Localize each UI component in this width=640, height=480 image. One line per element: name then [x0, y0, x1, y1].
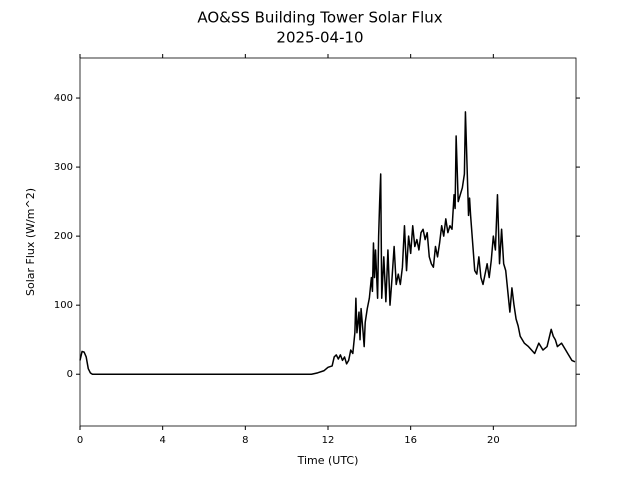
data-line — [79, 111, 576, 375]
y-axis-label: Solar Flux (W/m^2) — [24, 188, 37, 296]
y-tick-label: 100 — [54, 300, 73, 311]
x-tick-label: 8 — [242, 435, 248, 446]
x-tick-label: 12 — [322, 435, 335, 446]
x-tick-label: 16 — [404, 435, 417, 446]
x-tick-label: 20 — [487, 435, 500, 446]
y-tick-label: 400 — [54, 93, 73, 104]
y-tick-label: 200 — [54, 231, 73, 242]
x-tick-label: 4 — [159, 435, 165, 446]
x-tick-label: 0 — [77, 435, 83, 446]
x-axis-label: Time (UTC) — [297, 454, 359, 467]
y-tick-label: 300 — [54, 162, 73, 173]
chart-subtitle: 2025-04-10 — [276, 29, 363, 47]
y-tick-label: 0 — [67, 369, 73, 380]
plot-frame — [79, 57, 577, 427]
chart-title: AO&SS Building Tower Solar Flux — [197, 9, 442, 27]
